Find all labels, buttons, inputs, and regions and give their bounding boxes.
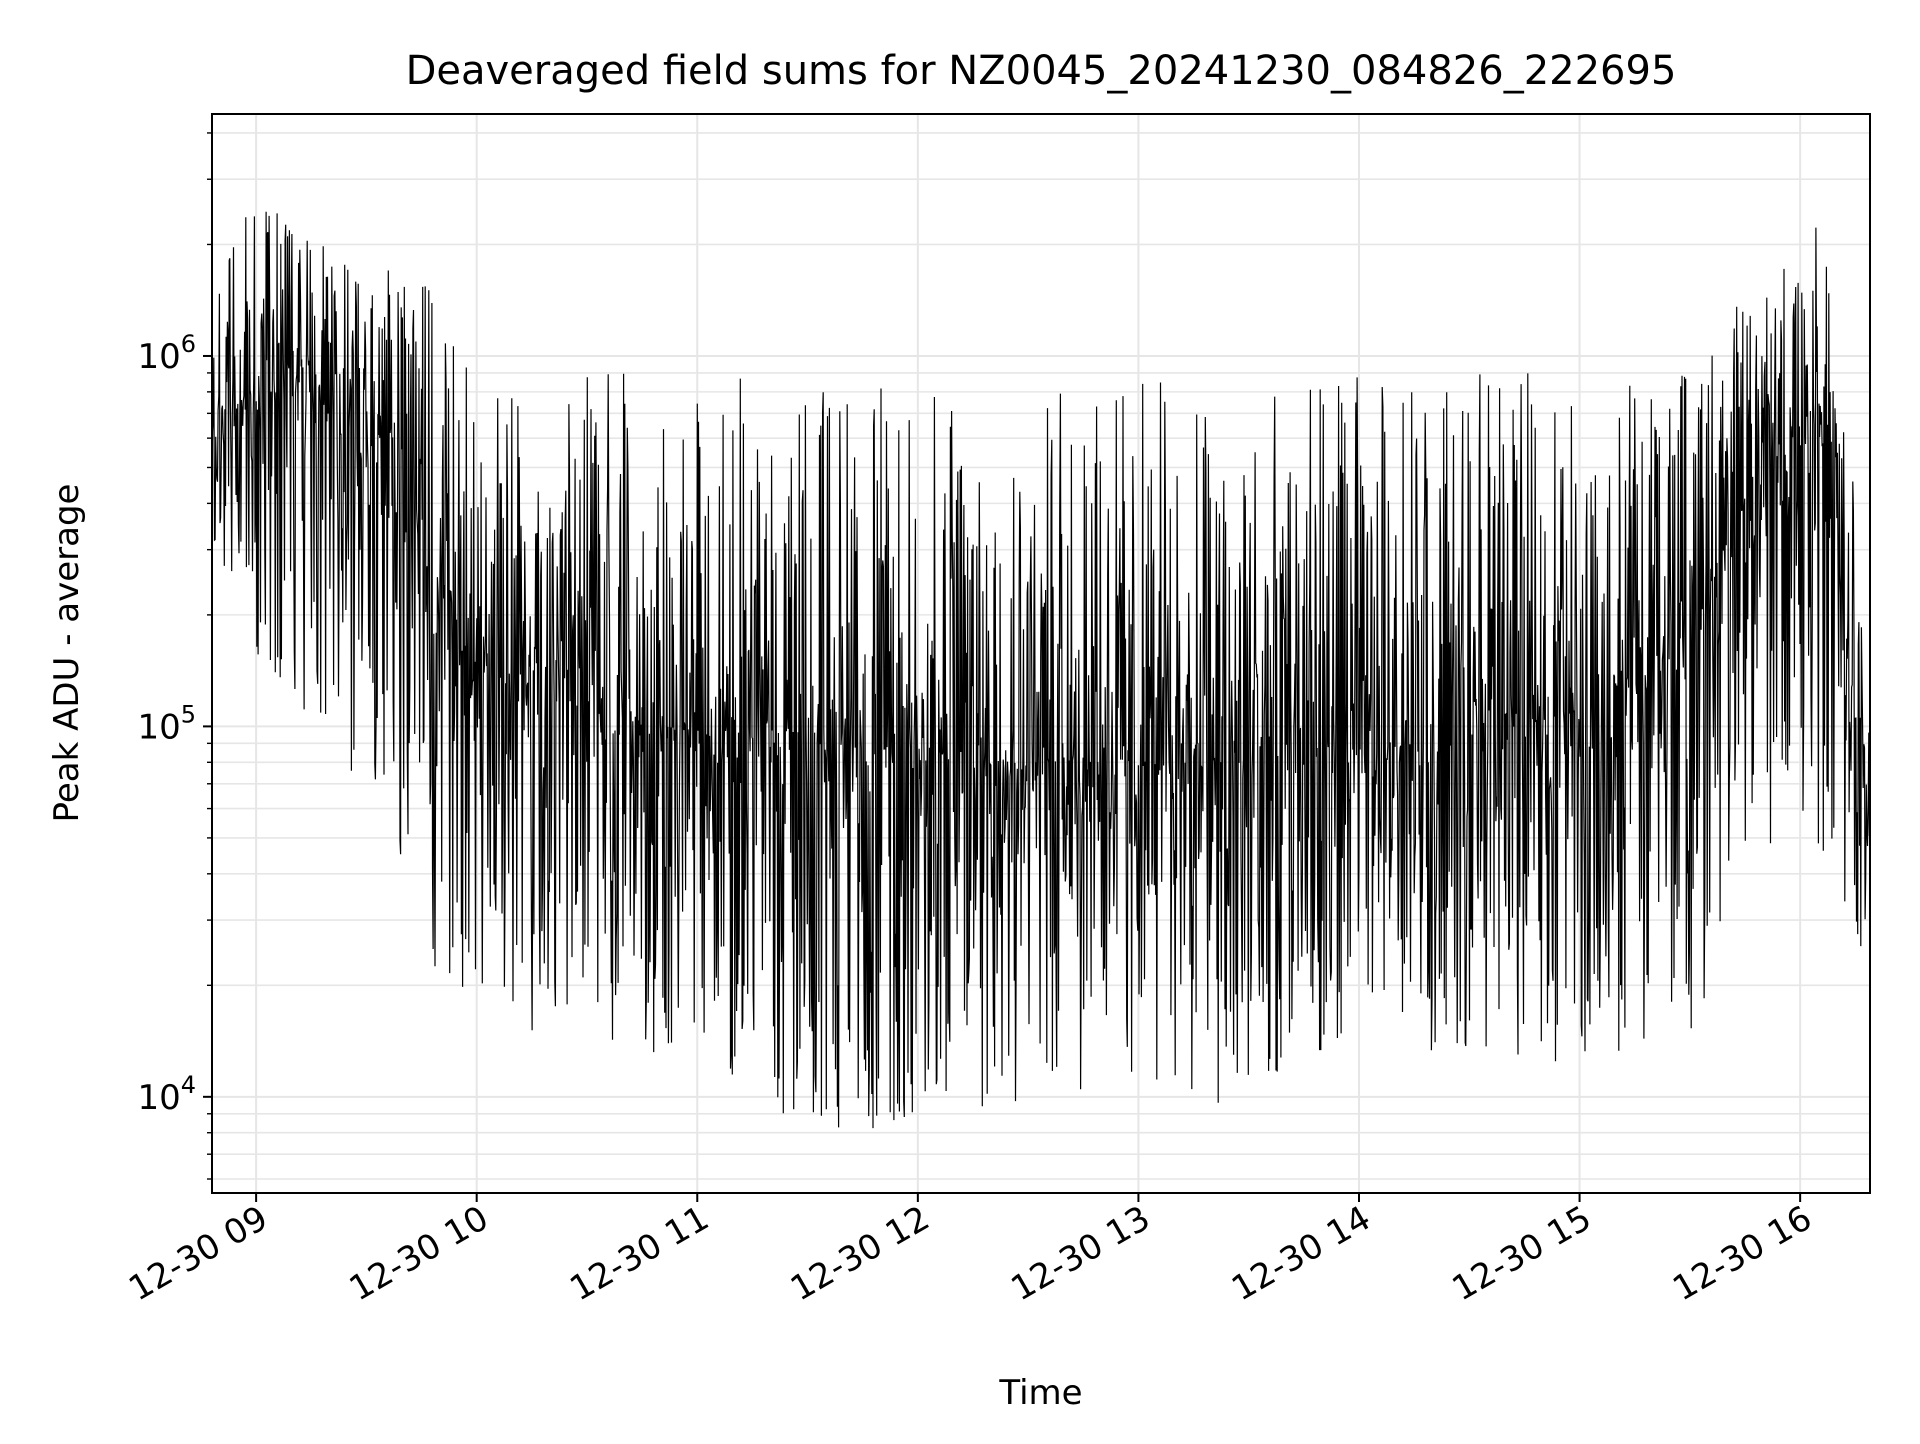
y-tick-label: 104 [137, 1071, 196, 1118]
data-series [211, 211, 1871, 1129]
chart-title: Deaveraged field sums for NZ0045_2024123… [406, 48, 1677, 94]
y-tick-label: 106 [137, 330, 196, 377]
y-tick-label: 105 [137, 700, 196, 747]
y-axis-label: Peak ADU - average [47, 484, 87, 823]
x-axis-label: Time [998, 1373, 1082, 1413]
series-line [211, 211, 1871, 1129]
plot-frame [211, 113, 1871, 1194]
